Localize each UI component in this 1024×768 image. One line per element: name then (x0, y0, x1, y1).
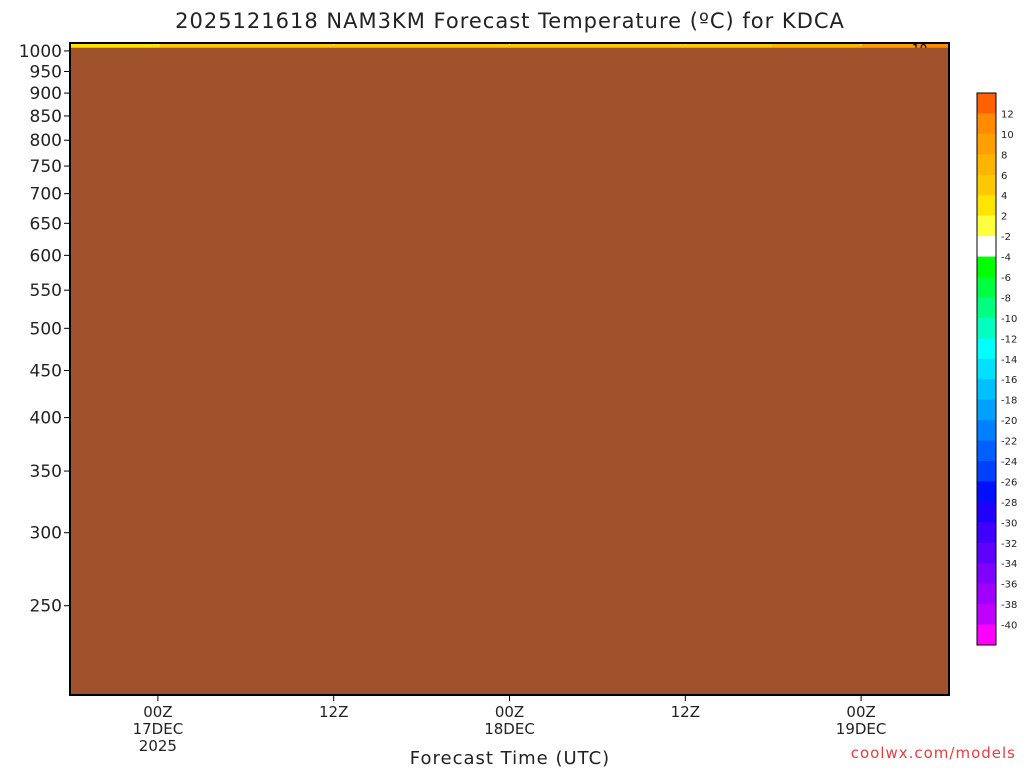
temp-cell (421, 43, 431, 50)
temp-cell (223, 43, 233, 50)
temp-cell (286, 43, 296, 50)
temp-cell (205, 43, 215, 50)
temp-cell (322, 43, 332, 50)
temp-cell (394, 43, 404, 50)
temp-cell (124, 43, 134, 50)
temp-cell (430, 43, 440, 50)
temp-cell (358, 43, 368, 50)
temp-cell (277, 43, 287, 50)
temp-cell (295, 43, 305, 50)
temp-cell (475, 43, 485, 50)
temp-cell (304, 43, 314, 50)
temp-cell (151, 43, 161, 50)
temp-cell (142, 43, 152, 50)
temp-cell (115, 43, 125, 50)
temp-cell (376, 43, 386, 50)
temp-cell (403, 43, 413, 50)
temp-cell (250, 43, 260, 50)
temp-cell (313, 43, 323, 50)
temp-cell (340, 43, 350, 50)
temp-cell (466, 43, 476, 50)
temp-cell (97, 43, 107, 50)
temp-cell (241, 43, 251, 50)
temp-cell (232, 43, 242, 50)
temp-cell (214, 43, 224, 50)
temp-cell (133, 43, 143, 50)
temp-cell (178, 43, 188, 50)
temp-cell (331, 43, 341, 50)
chart-title: 2025121618 NAM3KM Forecast Temperature (… (175, 9, 845, 33)
temp-cell (88, 43, 98, 50)
temp-cell (439, 43, 449, 50)
temp-cell (448, 43, 458, 50)
temp-cell (187, 43, 197, 50)
temp-cell (349, 43, 359, 50)
temp-cell (457, 43, 467, 50)
temp-cell (79, 43, 89, 50)
temp-cell (160, 43, 170, 50)
temp-cell (106, 43, 116, 50)
temp-cell (385, 43, 395, 50)
temp-cell (367, 43, 377, 50)
temp-cell (169, 43, 179, 50)
temp-cell (259, 43, 269, 50)
temp-cell (196, 43, 206, 50)
temp-cell (268, 43, 278, 50)
temp-cell (70, 43, 80, 50)
temp-cell (412, 43, 422, 50)
